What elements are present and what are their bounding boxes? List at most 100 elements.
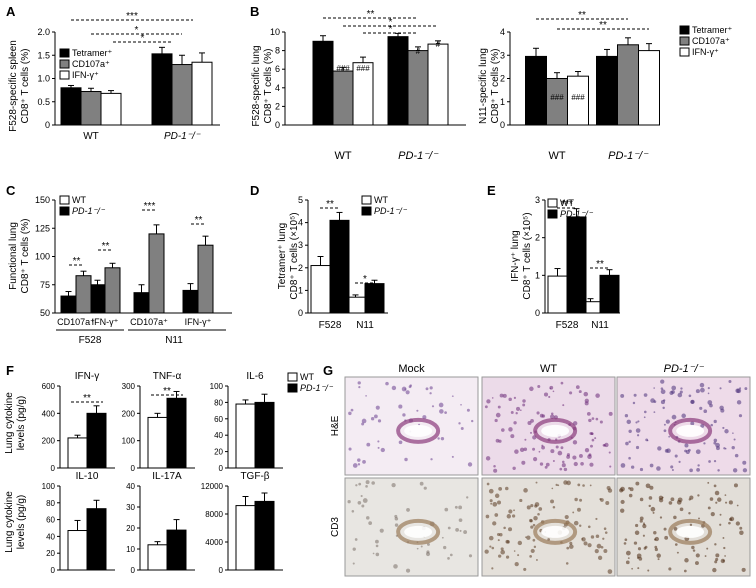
bar — [427, 43, 449, 126]
cell-dot — [664, 535, 669, 540]
panel-letter: F — [6, 363, 14, 378]
y-axis-title: Tetramer⁺ lung — [277, 223, 288, 289]
bar — [151, 53, 173, 126]
cell-dot — [361, 422, 365, 426]
cell-dot — [460, 427, 464, 431]
cell-dot — [484, 405, 488, 409]
y-tick-label: 0 — [535, 308, 540, 318]
cell-dot — [523, 488, 528, 493]
bar — [89, 284, 106, 314]
cell-dot — [357, 500, 362, 505]
y-tick-label: 2.0 — [37, 27, 50, 37]
cell-dot — [358, 386, 361, 389]
cell-dot — [513, 550, 516, 552]
cell-dot — [541, 445, 545, 450]
y-tick-label: 1.0 — [37, 74, 50, 84]
cell-dot — [588, 453, 592, 457]
cell-dot — [426, 542, 430, 546]
cell-dot — [552, 459, 555, 462]
cell-dot — [720, 558, 726, 564]
x-tick-label: CD107a⁺ — [130, 317, 168, 327]
cell-dot — [552, 506, 556, 509]
cell-dot — [620, 463, 626, 468]
sig-star: ** — [578, 10, 586, 21]
cell-dot — [582, 484, 585, 487]
cell-dot — [627, 557, 630, 560]
cell-dot — [439, 409, 444, 414]
airway — [396, 518, 441, 545]
x-group-label: N11 — [165, 335, 183, 346]
cell-dot — [580, 461, 584, 466]
legend-swatch — [679, 36, 690, 46]
legend-swatch — [59, 48, 70, 58]
x-tick-label: WT — [334, 150, 351, 162]
bar — [60, 295, 77, 314]
cell-dot — [361, 418, 367, 424]
y-axis-title: CD8⁺ T cells (×10⁵) — [289, 212, 300, 299]
cell-dot — [732, 432, 734, 434]
cell-dot — [633, 393, 637, 397]
cell-dot — [729, 517, 733, 521]
cell-dot — [405, 390, 410, 395]
sig-star: *** — [561, 199, 573, 210]
cell-dot — [394, 514, 398, 518]
legend-label: CD107a⁺ — [72, 59, 110, 69]
cell-dot — [714, 560, 718, 564]
cell-dot — [497, 405, 501, 409]
y-tick-label: 5 — [298, 195, 303, 205]
cell-dot — [557, 484, 560, 487]
cell-dot — [620, 508, 625, 513]
legend-label: PD-1⁻/⁻ — [72, 206, 106, 216]
bar — [191, 61, 213, 126]
cell-dot — [639, 497, 644, 502]
cell-dot — [636, 553, 642, 559]
cell-dot — [715, 442, 720, 448]
cell-dot — [557, 450, 563, 456]
cell-dot — [700, 387, 705, 393]
cell-dot — [385, 381, 389, 386]
y-tick-label: 0 — [131, 566, 136, 575]
cell-dot — [602, 537, 605, 540]
cell-dot — [657, 558, 660, 561]
cell-dot — [599, 420, 603, 424]
cell-dot — [425, 551, 431, 557]
cell-dot — [653, 400, 657, 404]
cell-dot — [365, 395, 367, 397]
y-tick-label: 1 — [535, 270, 540, 280]
cell-dot — [697, 494, 700, 497]
cell-dot — [530, 504, 534, 508]
cell-dot — [533, 545, 537, 549]
cell-dot — [357, 463, 361, 466]
cell-dot — [634, 523, 639, 528]
bar — [310, 265, 331, 314]
y-axis-title: CD8⁺ T cells (×10⁵) — [522, 212, 533, 299]
y-tick-label: 1.5 — [37, 50, 50, 60]
bar — [547, 275, 568, 314]
cell-dot — [625, 550, 631, 556]
bar — [60, 87, 82, 126]
cell-dot — [636, 434, 640, 437]
cell-dot — [714, 490, 720, 496]
cell-dot — [489, 499, 493, 503]
cell-dot — [566, 480, 571, 486]
y-tick-label: 3 — [298, 240, 303, 250]
cell-dot — [678, 460, 681, 463]
cell-dot — [689, 468, 693, 473]
subplot-title: IL-17A — [152, 471, 182, 482]
y-tick-label: 80 — [214, 398, 223, 407]
annotation: ### — [571, 93, 585, 102]
y-axis-title: levels (pg/g) — [16, 396, 27, 450]
y-tick-label: 2 — [298, 263, 303, 273]
cell-dot — [538, 507, 543, 511]
sig-star: ** — [163, 386, 171, 397]
cell-dot — [739, 526, 743, 530]
cell-dot — [600, 545, 604, 549]
cell-dot — [513, 396, 517, 399]
cell-dot — [643, 410, 647, 414]
cell-dot — [500, 547, 504, 551]
y-tick-label: 0 — [219, 464, 224, 473]
cell-dot — [565, 562, 569, 565]
cell-dot — [493, 464, 496, 468]
cell-dot — [548, 395, 551, 399]
bar — [566, 216, 587, 314]
